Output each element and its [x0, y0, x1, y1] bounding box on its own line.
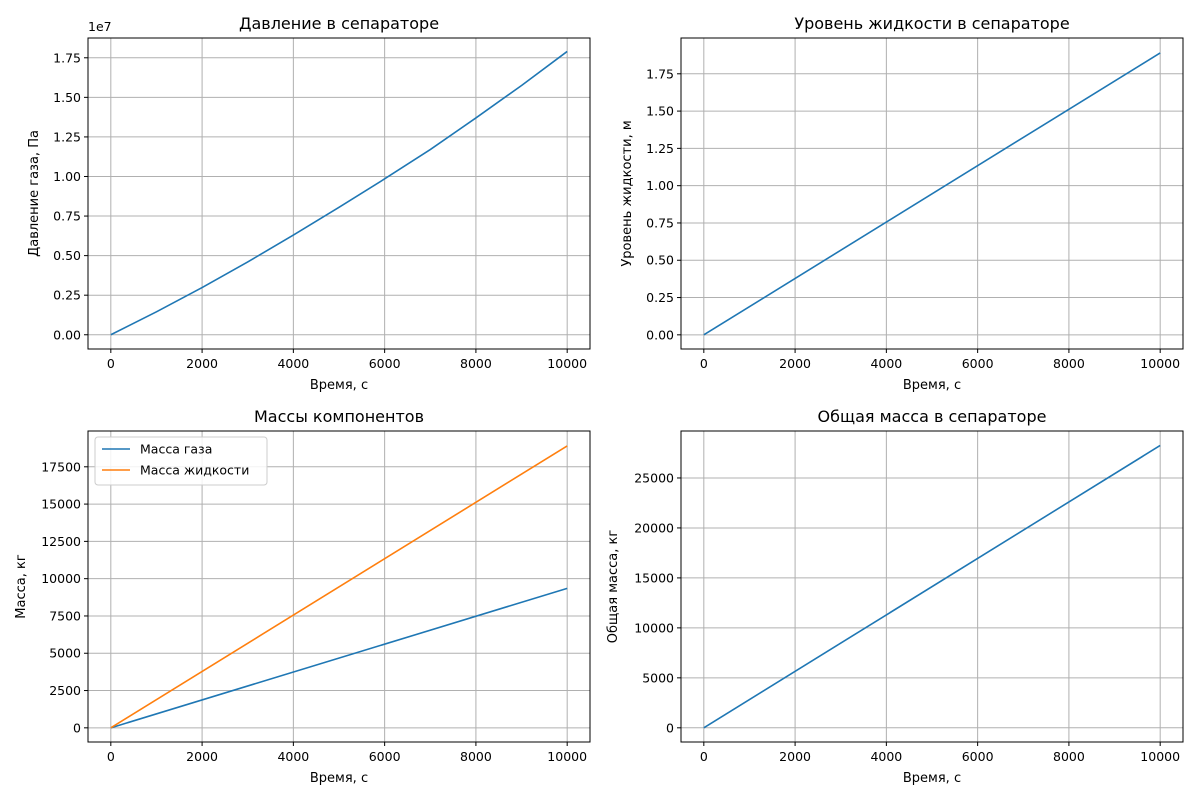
x-tick-label: 4000 — [870, 356, 902, 371]
ticks-level: 0 2000 4000 6000 8000 10000 0.00 0.25 0.50 0.75 1.… — [646, 66, 1180, 371]
series-line-level-0 — [703, 52, 1161, 336]
x-tick-label: 8000 — [1053, 749, 1085, 764]
x-tick-label: 0 — [700, 356, 708, 371]
x-tick-label: 0 — [107, 356, 115, 371]
x-tick-label: 10000 — [547, 749, 587, 764]
axes-frame-pressure — [87, 37, 591, 350]
x-tick-label: 2000 — [186, 356, 218, 371]
x-axis-label-masses: Время, с — [310, 771, 368, 786]
x-tick-label: 2000 — [779, 356, 811, 371]
chart-title-total: Общая масса в сепараторе — [818, 407, 1047, 426]
y-axis-label-pressure: Давление газа, Па — [27, 130, 42, 257]
x-tick-label: 6000 — [962, 356, 994, 371]
chart-masses: 0 2000 4000 6000 8000 10000 0 2500 5000 7500 10000… — [14, 407, 591, 786]
y-tick-label: 1.75 — [53, 50, 81, 65]
chart-title-level: Уровень жидкости в сепараторе — [794, 14, 1069, 33]
series-line-masses-1 — [110, 445, 568, 729]
y-tick-label: 0.25 — [646, 290, 674, 305]
x-axis-label-total: Время, с — [903, 771, 961, 786]
x-tick-label: 6000 — [962, 749, 994, 764]
chart-pressure: 0 2000 4000 6000 8000 10000 0.00 0.25 0.50 0.75 1.… — [27, 14, 591, 393]
y-tick-label: 0.00 — [53, 327, 81, 342]
x-tick-label: 0 — [107, 749, 115, 764]
series-layer-level — [703, 52, 1161, 336]
axes-frame-level — [680, 37, 1184, 350]
y-tick-label: 0.75 — [646, 215, 674, 230]
y-tick-label: 5000 — [49, 646, 81, 661]
y-tick-label: 5000 — [642, 670, 674, 685]
x-tick-label: 4000 — [277, 356, 309, 371]
y-tick-label: 0.75 — [53, 209, 81, 224]
y-axis-label-level: Уровень жидкости, м — [620, 120, 635, 266]
x-tick-label: 0 — [700, 749, 708, 764]
series-line-pressure-0 — [110, 50, 568, 336]
y-tick-label: 15000 — [634, 570, 674, 585]
chart-total: 0 2000 4000 6000 8000 10000 0 5000 10000 15000 200… — [606, 407, 1184, 786]
y-tick-label: 2500 — [49, 683, 81, 698]
x-tick-label: 8000 — [1053, 356, 1085, 371]
y-tick-label: 0.50 — [53, 248, 81, 263]
y-tick-label: 1.25 — [53, 129, 81, 144]
y-tick-label: 1.50 — [646, 104, 674, 119]
ticks-pressure: 0 2000 4000 6000 8000 10000 0.00 0.25 0.50 0.75 1.… — [53, 50, 587, 371]
y-axis-label-total: Общая масса, кг — [606, 530, 621, 644]
chart-level: 0 2000 4000 6000 8000 10000 0.00 0.25 0.50 0.75 1.… — [620, 14, 1184, 393]
legend-label-liquid: Масса жидкости — [140, 463, 249, 478]
y-tick-label: 0.00 — [646, 327, 674, 342]
axes-frame-masses — [87, 430, 591, 743]
x-axis-label-level: Время, с — [903, 378, 961, 393]
x-tick-label: 4000 — [870, 749, 902, 764]
y-tick-label: 20000 — [634, 520, 674, 535]
series-line-total-0 — [703, 444, 1161, 729]
x-tick-label: 6000 — [369, 749, 401, 764]
y-tick-label: 0.50 — [646, 253, 674, 268]
legend-label-gas: Масса газа — [140, 442, 212, 457]
ticks-total: 0 2000 4000 6000 8000 10000 0 5000 10000 15000 200… — [634, 470, 1180, 764]
y-tick-label: 12500 — [41, 534, 81, 549]
x-tick-label: 10000 — [1140, 356, 1180, 371]
x-tick-label: 8000 — [460, 749, 492, 764]
y-tick-label: 1.25 — [646, 141, 674, 156]
x-tick-label: 6000 — [369, 356, 401, 371]
y-tick-label: 0 — [666, 720, 674, 735]
x-tick-label: 4000 — [277, 749, 309, 764]
x-tick-label: 8000 — [460, 356, 492, 371]
y-tick-label: 15000 — [41, 497, 81, 512]
grid-pressure — [88, 38, 590, 349]
x-tick-label: 10000 — [1140, 749, 1180, 764]
y-tick-label: 1.00 — [646, 178, 674, 193]
legend-masses: Масса газа Масса жидкости — [94, 436, 268, 486]
chart-title-pressure: Давление в сепараторе — [239, 14, 439, 33]
y-axis-label-masses: Масса, кг — [14, 554, 29, 619]
series-layer-pressure — [110, 50, 568, 336]
series-line-masses-0 — [110, 587, 568, 729]
series-layer-total — [703, 444, 1161, 729]
y-tick-label: 10000 — [41, 571, 81, 586]
y-tick-label: 1.50 — [53, 90, 81, 105]
chart-title-masses: Массы компонентов — [254, 407, 424, 426]
y-tick-label: 0.25 — [53, 288, 81, 303]
y-tick-label: 1.75 — [646, 66, 674, 81]
x-tick-label: 2000 — [186, 749, 218, 764]
y-tick-label: 7500 — [49, 608, 81, 623]
y-tick-label: 10000 — [634, 620, 674, 635]
grid-total — [681, 431, 1183, 742]
y-tick-label: 1.00 — [53, 169, 81, 184]
x-axis-label-pressure: Время, с — [310, 378, 368, 393]
y-tick-label: 17500 — [41, 459, 81, 474]
y-tick-label: 0 — [73, 720, 81, 735]
legend-box — [94, 436, 268, 486]
ticks-masses: 0 2000 4000 6000 8000 10000 0 2500 5000 7500 10000… — [41, 459, 587, 764]
axes-frame-total — [680, 430, 1184, 743]
x-tick-label: 2000 — [779, 749, 811, 764]
y-tick-label: 25000 — [634, 470, 674, 485]
grid-level — [681, 38, 1183, 349]
x-tick-label: 10000 — [547, 356, 587, 371]
offset-text-pressure: 1e7 — [88, 19, 112, 34]
series-layer-masses — [110, 445, 568, 729]
